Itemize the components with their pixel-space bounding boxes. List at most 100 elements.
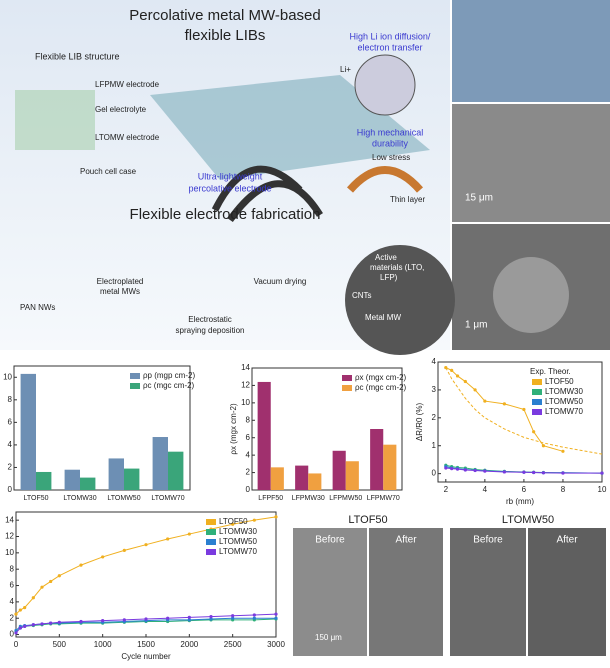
x-tick-label: LFPMW30	[292, 495, 325, 502]
legend-label: LTOMW50	[545, 397, 583, 406]
y-tick-label: 4	[246, 450, 251, 459]
x-tick-label: 4	[483, 485, 488, 494]
scale-label: 150 μm	[315, 633, 342, 642]
series-line	[445, 467, 602, 474]
plot-frame	[13, 365, 191, 491]
label: LTOMW electrode	[95, 133, 160, 142]
label: durability	[372, 138, 409, 148]
y-tick-label: 14	[241, 363, 250, 372]
legend-swatch	[206, 529, 216, 535]
bar	[345, 461, 359, 490]
label: Vacuum drying	[254, 277, 307, 286]
series-line	[15, 613, 277, 634]
bar	[332, 450, 346, 490]
label: Active	[375, 253, 397, 262]
legend-swatch	[532, 379, 542, 385]
label: Before	[473, 535, 503, 546]
label: Before	[315, 535, 345, 546]
legend-label: LTOMW70	[219, 547, 257, 556]
y-tick-label: 6	[10, 581, 15, 590]
legend-label: ρc (mgc cm-2)	[355, 383, 407, 392]
label: metal MWs	[100, 287, 140, 296]
label: Ultra-lightweight	[198, 171, 263, 181]
legend-swatch	[206, 539, 216, 545]
x-tick-label: LFPMW70	[367, 495, 400, 502]
y-tick-label: 6	[8, 417, 13, 426]
bar	[152, 437, 168, 490]
sem-image	[528, 528, 606, 656]
y-axis-label: ΔR/R0 (%)	[415, 403, 424, 442]
label: Pouch cell case	[80, 167, 137, 176]
plot-frame	[437, 361, 603, 483]
x-tick-label: 8	[561, 485, 566, 494]
bar	[108, 458, 124, 490]
legend-label: ρx (mgx cm-2)	[355, 373, 407, 382]
label: Flexible LIB structure	[35, 51, 120, 61]
y-tick-label: 8	[8, 395, 13, 404]
y-tick-label: 6	[246, 433, 251, 442]
bar	[270, 467, 284, 490]
label: High Li ion diffusion/	[350, 31, 431, 41]
label: Gel electrolyte	[95, 105, 147, 114]
legend-swatch	[206, 519, 216, 525]
x-tick-label: LTOMW70	[151, 495, 184, 502]
legend-swatch	[342, 375, 352, 381]
label: CNTs	[352, 291, 372, 300]
y-tick-label: 0	[432, 469, 437, 478]
sem-image	[450, 528, 526, 656]
label: spraying deposition	[176, 326, 245, 335]
bar	[80, 477, 96, 490]
y-tick-label: 0	[10, 630, 15, 639]
legend-label: LTOF50	[545, 377, 574, 386]
bar	[295, 465, 309, 490]
x-tick-label: 1000	[94, 640, 112, 649]
legend-swatch	[206, 549, 216, 555]
x-tick-label: 10	[598, 485, 607, 494]
bar	[383, 444, 397, 490]
bar	[64, 469, 80, 490]
legend-label: ρp (mgp cm-2)	[143, 371, 195, 380]
legend-label: LTOMW30	[545, 387, 583, 396]
series-line	[445, 367, 564, 452]
y-tick-label: 0	[246, 485, 251, 494]
y-tick-label: 12	[5, 532, 14, 541]
theory-line	[445, 367, 603, 455]
sem-image	[452, 104, 610, 222]
x-tick-label: 0	[14, 640, 19, 649]
x-tick-label: 6	[522, 485, 527, 494]
y-tick-label: 10	[5, 548, 14, 557]
title: flexible LIBs	[185, 27, 266, 44]
label: Low stress	[372, 153, 410, 162]
x-tick-label: 2500	[224, 640, 242, 649]
label: percolative electrode	[188, 183, 271, 193]
legend-label: LTOMW30	[219, 527, 257, 536]
sem-image	[369, 528, 443, 656]
label: LFPMW electrode	[95, 80, 160, 89]
x-tick-label: LTOF50	[23, 495, 48, 502]
x-tick-label: LFPF50	[258, 495, 283, 502]
legend-swatch	[532, 389, 542, 395]
label: Li+	[340, 65, 351, 74]
label: electron transfer	[357, 42, 422, 52]
x-axis-label: rb (mm)	[506, 497, 534, 506]
label: materials (LTO,	[370, 263, 424, 272]
y-tick-label: 2	[432, 413, 437, 422]
y-tick-label: 8	[10, 564, 15, 573]
bar	[308, 473, 322, 490]
panel-title: LTOMW50	[502, 514, 554, 526]
x-tick-label: LTOMW30	[63, 495, 96, 502]
y-tick-label: 4	[432, 357, 437, 366]
x-tick-label: 1500	[137, 640, 155, 649]
label: After	[395, 535, 417, 546]
label: PAN NWs	[20, 303, 55, 312]
label: Electrostatic	[188, 315, 232, 324]
series-line	[15, 516, 277, 615]
legend-label: LTOMW50	[219, 537, 257, 546]
photo	[452, 0, 610, 102]
y-tick-label: 12	[241, 381, 250, 390]
x-tick-label: 2000	[180, 640, 198, 649]
y-tick-label: 2	[10, 613, 15, 622]
label: Thin layer	[390, 195, 425, 204]
legend-label: ρc (mgc cm-2)	[143, 381, 195, 390]
